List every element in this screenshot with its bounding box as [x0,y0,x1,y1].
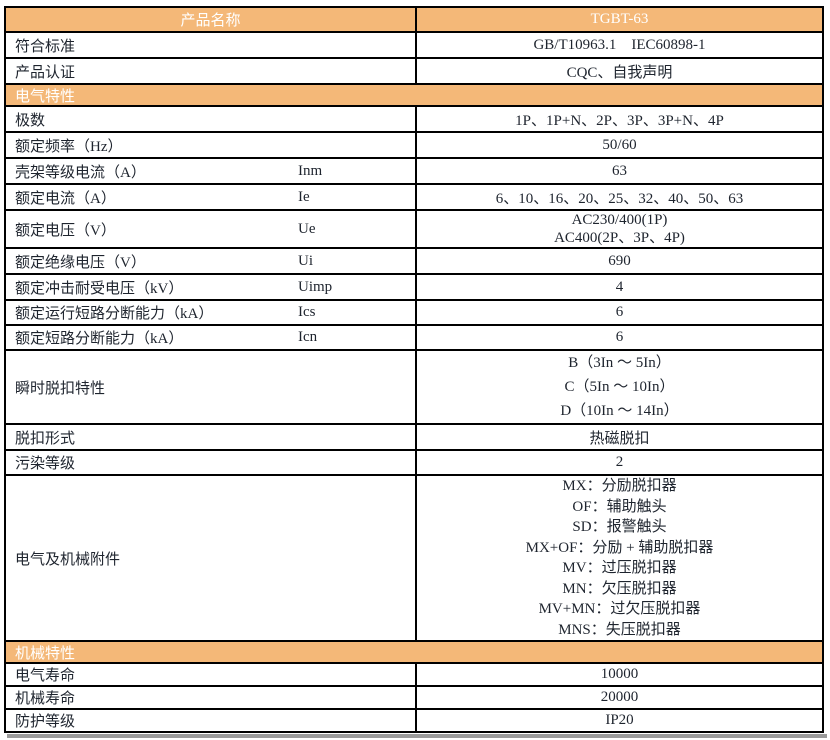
row-label-text: 额定绝缘电压（V） [15,254,146,271]
row-label: 额定绝缘电压（V） Ui [6,249,417,273]
table-row-rated-frequency: 额定频率（Hz） 50/60 [6,133,822,159]
table-row-insulation-voltage: 额定绝缘电压（V） Ui 690 [6,249,822,275]
table-row-certification: 产品认证 CQC、自我声明 [6,59,822,85]
product-model-value: TGBT-63 [417,8,822,31]
row-label: 产品认证 [6,59,417,83]
row-symbol: Ie [298,188,310,205]
section-header-mechanical: 机械特性 [6,642,822,664]
row-label: 额定频率（Hz） [6,133,417,157]
table-row-rated-current: 额定电流（A） Ie 6、10、16、20、25、32、40、50、63 [6,185,822,211]
table-row-trip-type: 脱扣形式 热磁脱扣 [6,425,822,451]
row-symbol: Ue [298,220,316,237]
row-label: 极数 [6,107,417,131]
row-label: 瞬时脱扣特性 [6,351,417,423]
table-row-impulse-voltage: 额定冲击耐受电压（kV） Uimp 4 [6,275,822,301]
row-label: 壳架等级电流（A） Inm [6,159,417,183]
row-symbol: Ui [298,252,313,269]
row-label-text: 额定电压（V） [15,222,116,239]
row-label: 额定电流（A） Ie [6,185,417,209]
row-label: 额定冲击耐受电压（kV） Uimp [6,275,417,299]
row-label-text: 额定运行短路分断能力（kA） [15,306,214,322]
table-row-standards: 符合标准 GB/T10963.1 IEC60898-1 [6,33,822,59]
row-label: 符合标准 [6,33,417,57]
product-header-row: 产品名称 TGBT-63 [6,8,822,33]
row-value: 6 [615,304,624,320]
row-label: 防护等级 [6,710,417,731]
table-row-pollution-degree: 污染等级 2 [6,451,822,476]
row-label-text: 壳架等级电流（A） [15,164,146,181]
product-name-label: 产品名称 [6,8,417,31]
row-value: 热磁脱扣 [589,430,650,447]
row-label: 机械寿命 [6,687,417,708]
row-label-text: 额定电流（A） [15,190,116,207]
table-row-electrical-life: 电气寿命 10000 [6,664,822,687]
row-value: B（3In ～ 5In） C（5In ～ 10In） D（10In ～ 14In… [560,355,679,419]
table-row-frame-current: 壳架等级电流（A） Inm 63 [6,159,822,185]
row-value: 63 [612,162,627,179]
table-row-mechanical-life: 机械寿命 20000 [6,687,822,710]
row-label: 污染等级 [6,451,417,474]
row-symbol: Ics [298,304,316,320]
table-row-rated-voltage: 额定电压（V） Ue AC230/400(1P) AC400(2P、3P、4P) [6,211,822,249]
row-value: AC230/400(1P) AC400(2P、3P、4P) [554,212,685,246]
row-label: 电气及机械附件 [6,476,417,640]
row-label: 脱扣形式 [6,425,417,449]
table-row-protection-degree: 防护等级 IP20 [6,710,822,731]
table-row-poles: 极数 1P、1P+N、2P、3P、3P+N、4P [6,107,822,133]
table-row-instantaneous-tripping: 瞬时脱扣特性 B（3In ～ 5In） C（5In ～ 10In） D（10In… [6,351,822,425]
row-value: CQC、自我声明 [566,64,673,81]
table-bottom-shadow [7,734,827,738]
row-label-text: 额定短路分断能力（kA） [15,331,184,347]
table-row-service-breaking-capacity: 额定运行短路分断能力（kA） Ics 6 [6,301,822,326]
row-value: 10000 [600,666,639,682]
product-spec-table: 产品名称 TGBT-63 符合标准 GB/T10963.1 IEC60898-1… [4,6,824,733]
row-value: 2 [615,454,624,470]
row-value: GB/T10963.1 IEC60898-1 [533,36,706,53]
row-value: IP20 [605,712,634,728]
row-value: 20000 [600,689,639,705]
row-symbol: Inm [298,162,323,179]
section-header-electrical: 电气特性 [6,85,822,107]
row-value: 690 [608,252,631,269]
row-label: 额定运行短路分断能力（kA） Ics [6,301,417,324]
row-label: 电气寿命 [6,664,417,685]
row-symbol: Uimp [298,278,333,295]
row-label-text: 额定冲击耐受电压（kV） [15,280,184,297]
row-value: MX：分励脱扣器 OF：辅助触头 SD：报警触头 MX+OF：分励 + 辅助脱扣… [525,478,714,638]
row-value: 4 [615,278,624,295]
row-value: 6、10、16、20、25、32、40、50、63 [495,190,744,207]
row-value: 1P、1P+N、2P、3P、3P+N、4P [515,112,724,129]
table-row-ultimate-breaking-capacity: 额定短路分断能力（kA） Icn 6 [6,326,822,351]
row-value: 50/60 [602,136,637,153]
row-label: 额定电压（V） Ue [6,211,417,247]
row-value: 6 [615,329,624,345]
row-label: 额定短路分断能力（kA） Icn [6,326,417,349]
table-row-accessories: 电气及机械附件 MX：分励脱扣器 OF：辅助触头 SD：报警触头 MX+OF：分… [6,476,822,642]
row-symbol: Icn [298,329,318,345]
